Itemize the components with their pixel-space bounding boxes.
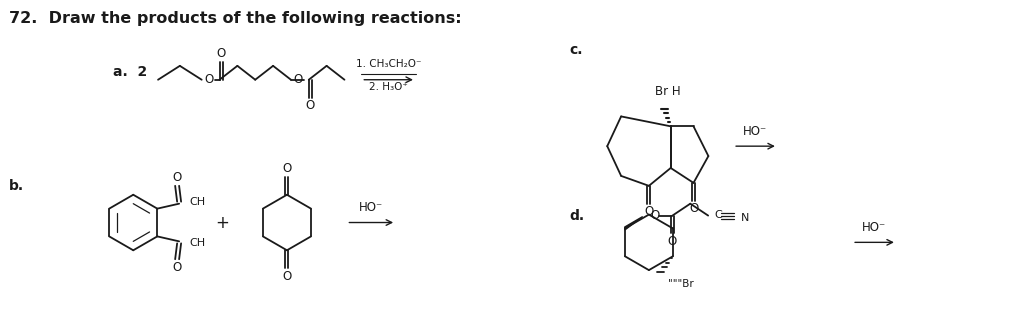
Text: CH: CH — [189, 197, 205, 207]
Text: c.: c. — [570, 43, 583, 57]
Text: O: O — [306, 99, 315, 112]
Text: C: C — [714, 210, 722, 219]
Text: N: N — [741, 213, 749, 222]
Text: b.: b. — [9, 179, 25, 193]
Text: d.: d. — [570, 209, 584, 222]
Text: O: O — [204, 73, 213, 86]
Text: O: O — [173, 260, 181, 274]
Text: a.  2: a. 2 — [113, 65, 148, 79]
Text: O: O — [283, 269, 291, 283]
Text: O: O — [651, 209, 660, 222]
Text: O: O — [173, 171, 181, 184]
Text: O: O — [217, 47, 226, 61]
Text: +: + — [215, 213, 229, 231]
Text: 1. CH₃CH₂O⁻: 1. CH₃CH₂O⁻ — [355, 59, 422, 69]
Polygon shape — [625, 216, 642, 230]
Text: HO⁻: HO⁻ — [359, 201, 383, 214]
Text: 72.  Draw the products of the following reactions:: 72. Draw the products of the following r… — [9, 11, 462, 26]
Text: HO⁻: HO⁻ — [862, 221, 886, 234]
Text: O: O — [283, 163, 291, 175]
Text: O: O — [644, 205, 654, 218]
Text: """Br: """Br — [668, 279, 694, 289]
Text: O: O — [689, 202, 698, 215]
Text: CH: CH — [189, 238, 205, 248]
Text: Br H: Br H — [655, 85, 681, 98]
Text: O: O — [293, 73, 303, 86]
Text: HO⁻: HO⁻ — [743, 125, 767, 138]
Text: 2. H₃O⁺: 2. H₃O⁺ — [369, 82, 408, 92]
Text: O: O — [668, 235, 678, 248]
